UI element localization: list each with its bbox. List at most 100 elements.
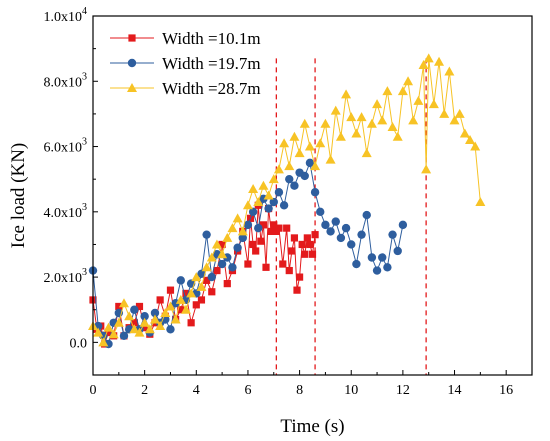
data-point (326, 227, 335, 236)
data-point (459, 128, 470, 138)
data-point (434, 56, 445, 66)
data-point (180, 304, 191, 314)
data-point (144, 324, 155, 334)
data-point (201, 262, 212, 272)
data-point (387, 121, 398, 131)
data-point (300, 171, 309, 181)
data-point (428, 99, 439, 109)
data-point (325, 154, 336, 164)
data-point (175, 294, 186, 304)
data-point (273, 164, 284, 174)
data-point (303, 234, 311, 242)
data-point (113, 317, 124, 327)
data-point (248, 207, 258, 217)
legend-label: Width =10.1m (162, 29, 261, 48)
data-point (285, 174, 294, 184)
data-point (197, 269, 206, 279)
data-point (233, 243, 242, 252)
x-tick-label: 2 (141, 383, 148, 398)
x-tick-label: 14 (448, 383, 462, 398)
data-point (259, 221, 268, 229)
data-point (242, 200, 253, 210)
data-point (228, 263, 237, 272)
data-point (156, 296, 164, 304)
data-point (217, 259, 227, 269)
data-point (382, 86, 393, 96)
data-point (372, 266, 382, 275)
series-2 (88, 158, 408, 349)
x-axis-title: Time (s) (280, 416, 344, 437)
data-point (115, 302, 123, 311)
data-point (356, 112, 367, 122)
data-point (104, 328, 113, 337)
x-tick-label: 6 (244, 383, 251, 398)
data-point (103, 322, 114, 332)
data-point (182, 289, 190, 298)
data-point (403, 76, 414, 86)
data-point (139, 317, 150, 327)
data-point (206, 252, 217, 262)
data-point (418, 59, 429, 69)
data-point (366, 118, 377, 128)
data-point (254, 223, 263, 233)
data-point (140, 312, 149, 321)
data-point (392, 131, 403, 141)
y-tick-label: 4.0x103 (44, 202, 88, 221)
legend: Width =10.1m Width =19.7m Width =28.7m (110, 29, 261, 98)
data-point (475, 197, 486, 207)
y-tick-label: 1.0x104 (44, 6, 88, 25)
data-point (367, 253, 377, 262)
data-point (98, 337, 109, 347)
data-point (316, 207, 325, 217)
data-point (149, 314, 160, 324)
data-point (130, 305, 139, 314)
plot-frame (92, 15, 533, 376)
data-point (222, 232, 233, 242)
data-point (150, 308, 160, 318)
legend-marker (127, 83, 137, 92)
data-point (331, 217, 340, 226)
data-point (262, 263, 270, 271)
data-point (279, 260, 287, 268)
data-point (351, 128, 362, 138)
data-point (341, 223, 351, 233)
data-point (160, 307, 171, 317)
data-point (378, 253, 387, 262)
data-point (213, 266, 221, 275)
data-point (315, 138, 326, 148)
data-point (289, 131, 300, 141)
data-point (263, 190, 274, 200)
data-point (290, 234, 299, 242)
data-point (275, 224, 283, 232)
data-point (166, 325, 175, 334)
legend-label: Width =28.7m (162, 79, 261, 98)
data-point (470, 141, 481, 151)
data-point (439, 108, 450, 118)
reference-lines (275, 58, 427, 375)
data-point (192, 301, 200, 309)
data-point (352, 259, 361, 269)
data-point (187, 319, 195, 327)
data-point (268, 174, 279, 184)
data-point (177, 306, 185, 314)
legend-marker (128, 34, 136, 42)
data-point (257, 237, 265, 245)
data-point (274, 188, 284, 197)
data-point (129, 324, 140, 334)
data-point (293, 286, 301, 294)
data-point (285, 266, 293, 275)
data-point (320, 118, 331, 128)
data-point (305, 158, 315, 168)
data-point (465, 135, 476, 145)
x-tick-label: 12 (396, 383, 410, 398)
data-point (346, 112, 357, 122)
data-point (310, 161, 321, 171)
data-point (203, 276, 211, 284)
data-point (298, 240, 306, 249)
data-point (170, 314, 181, 324)
data-point (284, 161, 295, 171)
data-point (408, 115, 419, 125)
data-point (294, 148, 305, 158)
data-point (258, 180, 269, 190)
data-point (362, 210, 371, 220)
